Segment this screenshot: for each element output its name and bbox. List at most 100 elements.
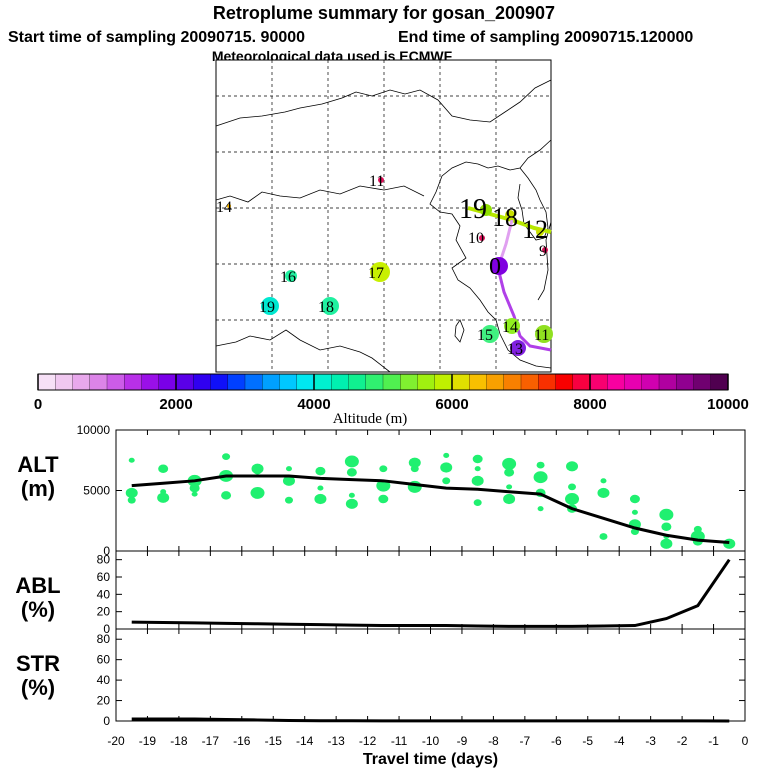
x-tick-label: -18: [170, 734, 188, 748]
altitude-cluster-dot: [189, 483, 200, 493]
colorbar-cell: [141, 373, 160, 391]
colorbar-cell: [572, 373, 591, 391]
colorbar-ticks: 0 2000 4000 6000 8000 10000: [34, 374, 749, 413]
y-tick-label: 40: [97, 673, 111, 687]
altitude-cluster-dot: [442, 477, 451, 485]
colorbar-cell: [313, 373, 332, 391]
altitude-cluster-dot: [661, 522, 672, 532]
map-marker: [479, 235, 485, 241]
colorbar-cell: [210, 373, 229, 391]
coastline-southwest: [215, 329, 391, 373]
colorbar-cell: [607, 373, 625, 391]
colorbar-cell: [279, 373, 298, 391]
taiwan: [454, 319, 465, 343]
colorbar-cell: [538, 373, 556, 391]
x-tick-label: -3: [645, 734, 656, 748]
x-tick-label: -2: [677, 734, 688, 748]
map-marker: [505, 210, 515, 220]
y-tick-label: 0: [103, 714, 110, 728]
altitude-cluster-dot: [723, 538, 736, 549]
altitude-cluster-dot: [537, 506, 544, 512]
x-tick-label: -4: [614, 734, 625, 748]
altitude-cluster-dot: [472, 454, 483, 464]
x-tick-label: -1: [708, 734, 719, 748]
colorbar-cell: [262, 373, 280, 391]
map-marker: [261, 297, 279, 315]
y-tick-label: 0: [103, 622, 110, 636]
x-tick-label: -20: [107, 734, 125, 748]
altitude-cluster-dot: [253, 467, 262, 475]
colorbar-cell: [55, 373, 73, 391]
colorbar-cell: [710, 373, 729, 391]
altitude-cluster-dot: [659, 508, 674, 521]
colorbar-cell: [89, 373, 108, 391]
colorbar-cell: [434, 373, 453, 391]
coastline-japan: [537, 221, 552, 301]
border-line: [215, 185, 425, 203]
map-day-label: 11: [369, 173, 384, 190]
altitude-cluster-dot: [158, 464, 169, 473]
panel-frame: [115, 628, 746, 722]
map-day-label: 15: [477, 327, 493, 344]
map-marker: [504, 318, 520, 334]
altitude-cluster-dot: [314, 493, 327, 505]
time-series-panels: 0500010000ALT(m)020406080ABL(%)020406080…: [15, 423, 748, 768]
altitude-cluster-dot: [127, 496, 136, 504]
altitude-cluster-dot: [660, 538, 673, 549]
map-day-label: 14: [502, 319, 518, 336]
altitude-cluster-dot: [443, 452, 450, 458]
altitude-cluster-dot: [315, 466, 326, 476]
map-day-label: 18: [318, 299, 334, 316]
map-day-label: 13: [507, 341, 523, 358]
altitude-cluster-dot: [504, 468, 515, 477]
x-tick-label: -12: [359, 734, 377, 748]
altitude-cluster-dot: [597, 487, 610, 499]
colorbar-cell: [693, 373, 712, 391]
colorbar-cell: [589, 373, 608, 391]
series-line-abl: [131, 558, 731, 628]
map-day-label: 17: [368, 265, 384, 282]
altitude-cluster-dot: [317, 485, 324, 491]
colorbar-cell: [417, 373, 436, 391]
map-day-label: 18: [492, 203, 518, 232]
x-tick-label: -14: [296, 734, 314, 748]
altitude-cluster-dot: [600, 478, 607, 484]
altitude-cluster-dot: [250, 486, 265, 499]
figure-title: Retroplume summary for gosan_200907: [213, 3, 555, 23]
altitude-cluster-dot: [344, 455, 359, 468]
altitude-cluster-dot: [629, 494, 640, 504]
y-tick-label: 10000: [77, 423, 111, 437]
altitude-cluster-dot: [410, 465, 419, 473]
panel-str: 0 20 40 60 80 STR(%): [16, 628, 746, 728]
colorbar-title: Altitude (m): [333, 411, 408, 427]
panel-label-unit: (%): [21, 597, 55, 622]
panel-frame: [115, 550, 746, 630]
altitude-cluster-dot: [568, 483, 577, 491]
altitude-cluster-dot: [408, 457, 421, 468]
x-tick-label: -17: [202, 734, 220, 748]
map-marker: [480, 204, 492, 216]
series-line-str: [131, 717, 730, 723]
x-tick-label: -16: [233, 734, 251, 748]
x-axis: -20 -19 -18 -17 -16 -15 -14 -13 -12 -11 -10 -9 -8 -7-…: [107, 734, 748, 768]
map-day-labels: 11 14 19 18 12 10 9 16 17 0 19 18 15 14 …: [216, 173, 549, 358]
colorbar-cell: [331, 373, 349, 391]
altitude-cluster-dot: [631, 509, 638, 515]
altitude-cluster-dot: [221, 491, 232, 500]
map-marker: [536, 228, 544, 236]
map-marker: [285, 270, 297, 282]
x-tick-label: -7: [520, 734, 531, 748]
colorbar-cell: [124, 373, 142, 391]
colorbar-cell: [158, 373, 177, 391]
map-marker: [378, 177, 384, 183]
altitude-cluster-dot: [503, 493, 516, 505]
x-tick-label: -9: [457, 734, 468, 748]
colorbar-cell: [451, 373, 470, 391]
panel-label-unit: (m): [21, 476, 55, 501]
altitude-cluster-dot: [128, 457, 135, 463]
coastline-korea: [517, 167, 549, 241]
colorbar-cell: [676, 373, 694, 391]
altitude-cluster-dot: [474, 466, 481, 472]
altitude-cluster-dot: [157, 492, 170, 503]
